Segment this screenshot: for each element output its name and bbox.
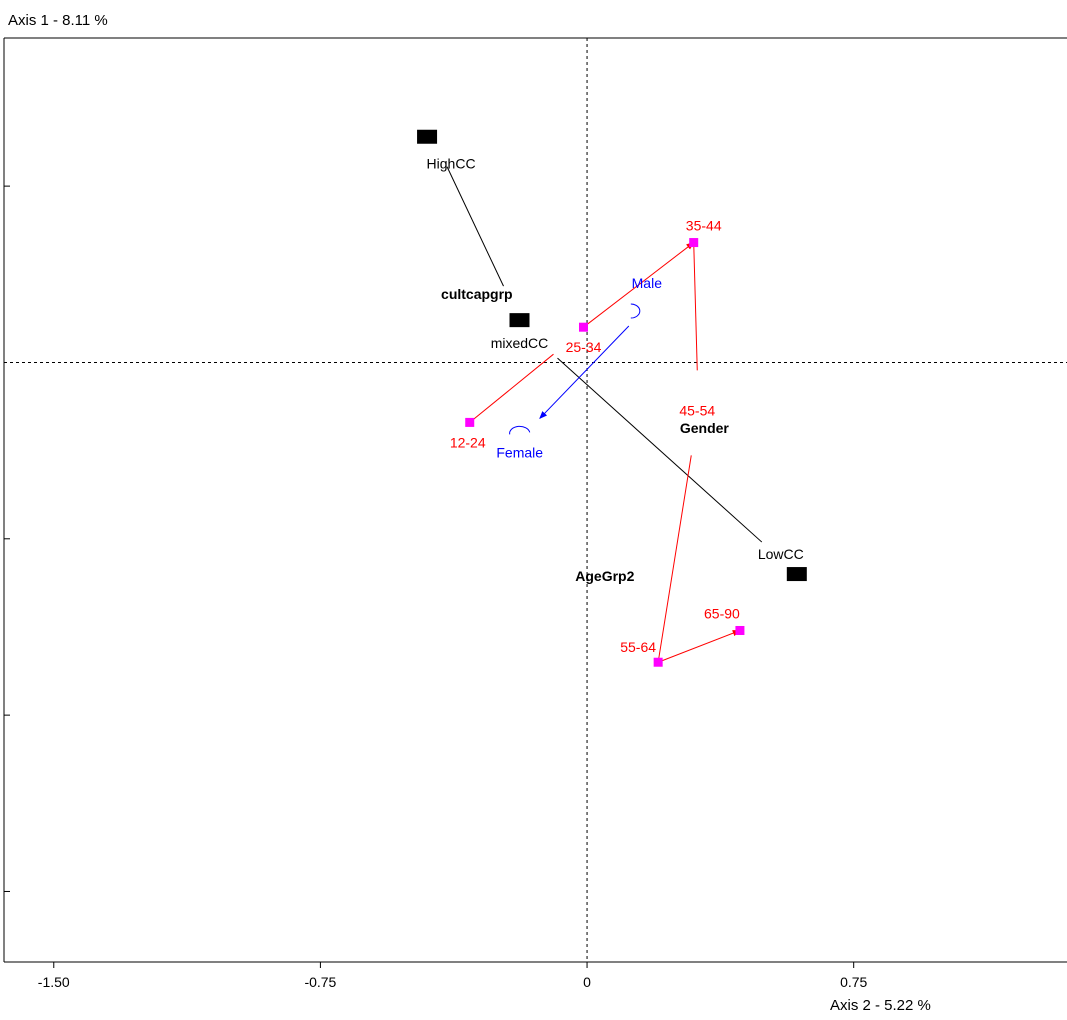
y-axis-title: Axis 1 - 8.11 %: [8, 12, 108, 29]
female-hook-mark: [509, 425, 531, 435]
male-hook-mark: [630, 303, 641, 319]
age-connector-line: [657, 455, 692, 663]
gender-connector-line: [539, 325, 630, 419]
point-label: 25-34: [566, 339, 602, 355]
point-label: 45-54: [679, 402, 715, 418]
point-label: 12-24: [450, 434, 486, 450]
group-label: AgeGrp2: [575, 568, 634, 584]
x-tick-label: 0.75: [840, 974, 867, 990]
origin-lines: [4, 38, 1067, 962]
group-label: Gender: [680, 420, 730, 436]
point-label: HighCC: [427, 156, 476, 172]
category-marker: [689, 238, 699, 248]
group-label: cultcapgrp: [441, 286, 513, 302]
age-connector-line: [583, 242, 695, 328]
x-tick-label: 0: [583, 974, 591, 990]
category-marker: [735, 625, 745, 635]
point-label: Female: [496, 444, 543, 460]
x-tick-label: -0.75: [304, 974, 336, 990]
axis-ticks: -1.50 -0.75 0 0.75: [4, 185, 868, 990]
category-marker: [509, 313, 530, 328]
x-axis-title: Axis 2 - 5.22 %: [830, 997, 931, 1014]
point-label: 65-90: [704, 605, 740, 621]
point-label: 35-44: [686, 218, 722, 234]
category-marker: [417, 129, 438, 144]
x-tick-label: -1.50: [38, 974, 70, 990]
point-label: Male: [632, 275, 663, 291]
age-connector-line: [693, 242, 698, 371]
age-connector-line: [469, 353, 554, 423]
point-label: 55-64: [620, 639, 656, 655]
age-connector-line: [657, 630, 741, 663]
cultcap-connector-line: [446, 166, 504, 287]
point-label: mixedCC: [491, 335, 549, 351]
cultcap-connector-line: [557, 357, 763, 543]
category-marker: [653, 657, 663, 667]
point-label: LowCC: [758, 546, 804, 562]
plot-frame: [3, 37, 1067, 963]
series-layer: HighCC mixedCC LowCC cultcapgrp Male Female Ge…: [417, 129, 807, 667]
category-marker: [465, 417, 475, 427]
category-marker: [578, 322, 588, 332]
category-marker: [786, 567, 807, 582]
